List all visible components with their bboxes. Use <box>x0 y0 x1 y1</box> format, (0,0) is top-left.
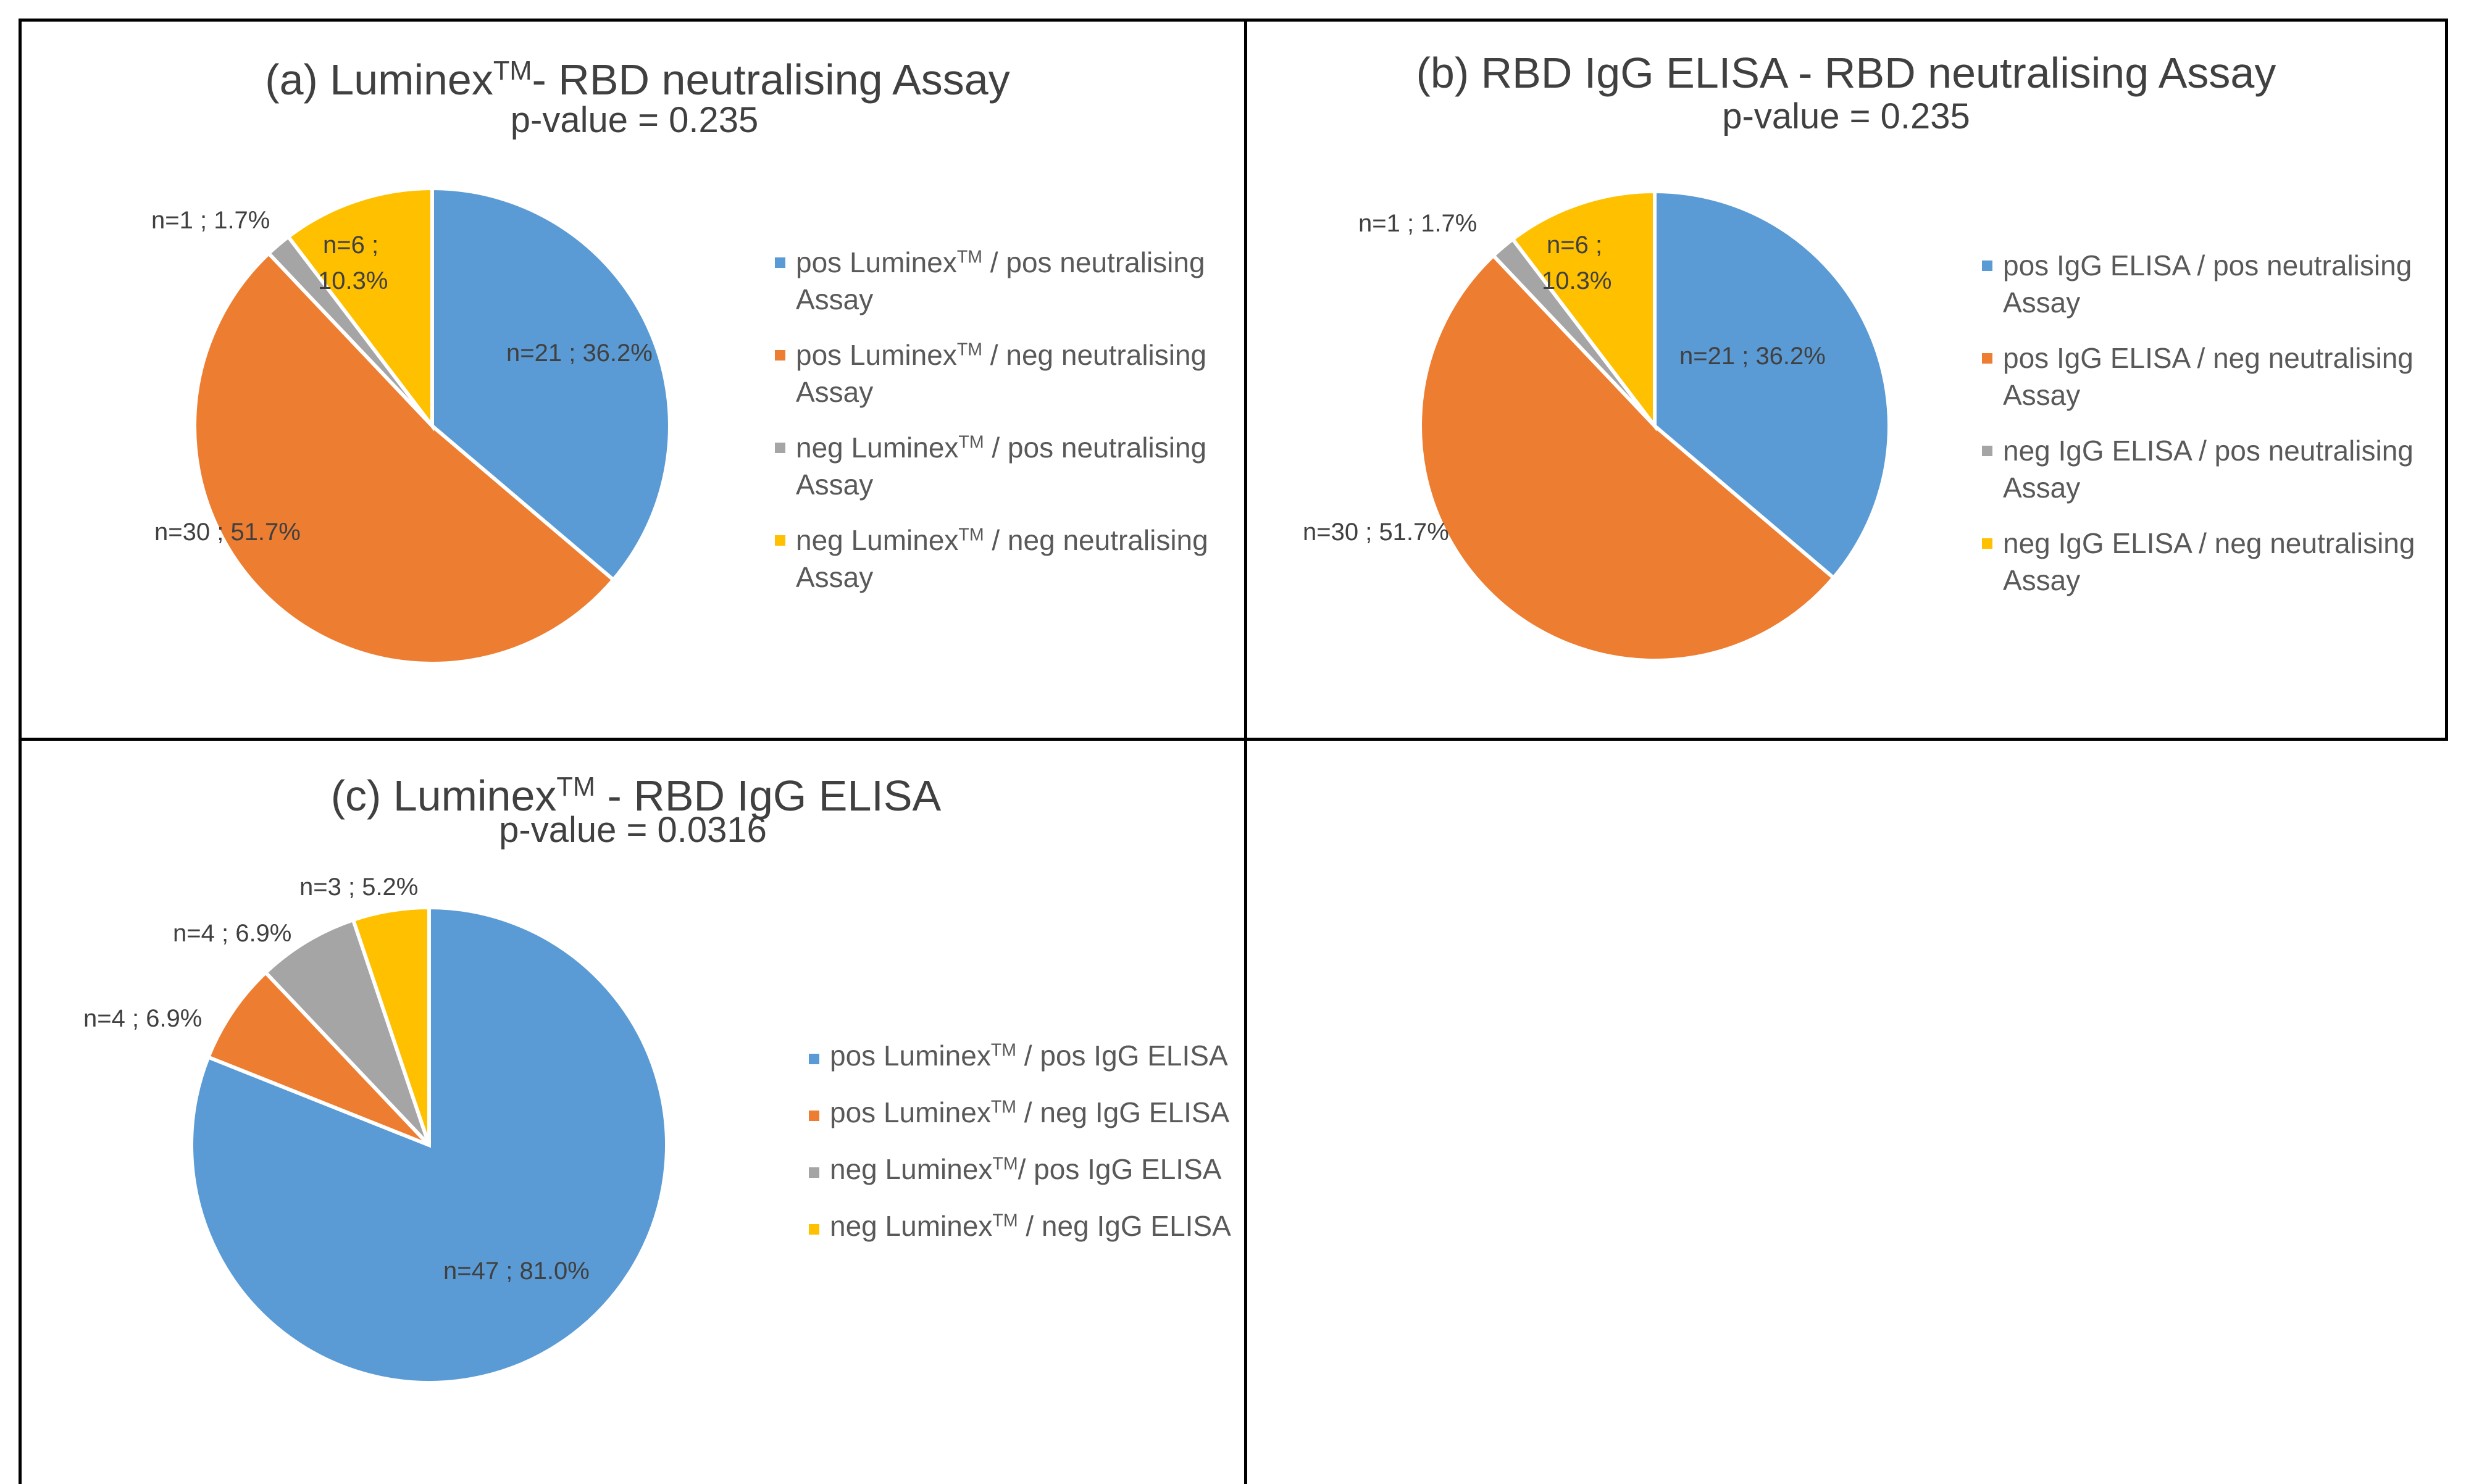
legend-label: neg LuminexTM / neg neutralising <box>796 524 1208 556</box>
legend-item-a-2: pos LuminexTM / neg neutralising Assay <box>775 336 1256 411</box>
legend-label-line2: Assay <box>2003 379 2081 411</box>
legend-label-line2: Assay <box>2003 564 2081 596</box>
legend-label: neg LuminexTM/ pos IgG ELISA <box>830 1153 1222 1185</box>
legend-item-a-1: pos LuminexTM / pos neutralising Assay <box>775 244 1256 318</box>
data-label-a-2: n=30 ; 51.7% <box>154 519 301 546</box>
pie-slice-c-2 <box>206 970 431 1147</box>
legend-item-c-1: pos LuminexTM / pos IgG ELISA <box>809 1040 1253 1071</box>
legend-label: pos LuminexTM / pos IgG ELISA <box>830 1040 1228 1072</box>
legend-swatch <box>775 257 785 268</box>
pie-slice-b-4 <box>1510 189 1657 431</box>
chart-subtitle-b: p-value = 0.235 <box>1722 96 1970 136</box>
legend-swatch <box>809 1224 819 1235</box>
legend-label: pos LuminexTM / neg IgG ELISA <box>830 1096 1230 1128</box>
pie-slice-c-3 <box>262 917 431 1147</box>
chart-title-c: (c) LuminexTM - RBD IgG ELISA <box>330 771 942 820</box>
legend-label-line2: Assay <box>796 283 874 315</box>
panel-divider <box>1244 738 1247 1484</box>
legend-swatch <box>1982 353 1992 364</box>
legend-swatch <box>809 1054 819 1064</box>
data-label-a-1: n=21 ; 36.2% <box>506 340 653 367</box>
legend-item-a-3: neg LuminexTM / pos neutralising Assay <box>775 429 1256 503</box>
legend-label: neg IgG ELISA / neg neutralising <box>2003 527 2415 559</box>
data-label-c-3: n=4 ; 6.9% <box>173 920 291 947</box>
pie-slice-a-2 <box>193 251 616 665</box>
legend-item-b-2: pos IgG ELISA / neg neutralising Assay <box>1982 340 2426 414</box>
legend-swatch <box>1982 538 1992 549</box>
chart-subtitle-a: p-value = 0.235 <box>510 100 759 140</box>
legend-item-b-3: neg IgG ELISA / pos neutralising Assay <box>1982 432 2426 506</box>
legend-item-b-1: pos IgG ELISA / pos neutralising Assay <box>1982 247 2426 321</box>
legend-item-c-2: pos LuminexTM / neg IgG ELISA <box>809 1097 1253 1128</box>
data-label-a-4: n=6 ; 10.3% <box>318 231 388 294</box>
legend-swatch <box>809 1167 819 1178</box>
legend-swatch <box>775 535 785 546</box>
data-label-c-1: n=47 ; 81.0% <box>443 1257 590 1285</box>
data-label-b-2: n=30 ; 51.7% <box>1303 519 1449 546</box>
pie-slice-b-1 <box>1653 189 1891 581</box>
pie-slice-a-1 <box>430 186 672 583</box>
legend-swatch <box>775 443 785 453</box>
data-label-b-4: n=6 ; 10.3% <box>1542 231 1611 294</box>
legend-label: neg IgG ELISA / pos neutralising <box>2003 435 2414 467</box>
data-label-b-1: n=21 ; 36.2% <box>1679 343 1826 370</box>
legend-label: pos LuminexTM / neg neutralising <box>796 339 1207 371</box>
legend-label: neg LuminexTM / pos neutralising <box>796 431 1207 464</box>
chart-panel-c: (c) LuminexTM - RBD IgG ELISA p-value = … <box>19 738 1247 1484</box>
legend-swatch <box>1982 446 1992 456</box>
pie-chart-a: n=21 ; 36.2% n=30 ; 51.7% n=1 ; 1.7% n=6 ; 1… <box>151 186 672 665</box>
legend-label-line2: Assay <box>2003 286 2081 319</box>
legend-label: pos IgG ELISA / neg neutralising <box>2003 342 2414 374</box>
legend-item-a-4: neg LuminexTM / neg neutralising Assay <box>775 522 1256 596</box>
data-label-c-4: n=3 ; 5.2% <box>299 873 418 901</box>
data-label-a-3: n=1 ; 1.7% <box>151 207 270 234</box>
chart-title-b: (b) RBD IgG ELISA - RBD neutralising Ass… <box>1416 49 2276 97</box>
chart-panel-a: (a) LuminexTM- RBD neutralising Assay p-… <box>19 19 1247 741</box>
pie-slice-a-4 <box>285 186 434 431</box>
legend-item-c-3: neg LuminexTM/ pos IgG ELISA <box>809 1154 1253 1185</box>
legend-swatch <box>1982 261 1992 271</box>
legend-label-line2: Assay <box>796 469 874 501</box>
legend-item-c-4: neg LuminexTM / neg IgG ELISA <box>809 1211 1253 1241</box>
legend-swatch <box>775 350 785 361</box>
legend-label: pos LuminexTM / pos neutralising <box>796 246 1205 278</box>
legend-label-line2: Assay <box>796 561 874 593</box>
pie-chart-c: n=47 ; 81.0% n=4 ; 6.9% n=4 ; 6.9% n=3 ; 5.… <box>83 873 669 1385</box>
legend-swatch <box>809 1111 819 1121</box>
pie-slice-c-4 <box>351 905 431 1146</box>
legend-c: pos LuminexTM / pos IgG ELISA pos Luminex… <box>809 1040 1253 1267</box>
legend-label-line2: Assay <box>796 376 874 408</box>
pie-slice-b-2 <box>1418 252 1836 662</box>
legend-item-b-4: neg IgG ELISA / neg neutralising Assay <box>1982 525 2426 599</box>
chart-title-a: (a) LuminexTM- RBD neutralising Assay <box>265 55 1010 104</box>
chart-panel-b: (b) RBD IgG ELISA - RBD neutralising Ass… <box>1244 19 2448 741</box>
legend-label: neg LuminexTM / neg IgG ELISA <box>830 1210 1231 1242</box>
chart-subtitle-c: p-value = 0.0316 <box>499 810 767 850</box>
data-label-c-2: n=4 ; 6.9% <box>83 1005 202 1032</box>
legend-b: pos IgG ELISA / pos neutralising Assay pos… <box>1982 247 2426 617</box>
legend-label: pos IgG ELISA / pos neutralising <box>2003 249 2412 281</box>
data-label-b-3: n=1 ; 1.7% <box>1358 210 1477 237</box>
pie-chart-b: n=21 ; 36.2% n=30 ; 51.7% n=1 ; 1.7% n=6 ; 1… <box>1303 189 1891 662</box>
legend-label-line2: Assay <box>2003 472 2081 504</box>
legend-a: pos LuminexTM / pos neutralising Assay pos… <box>775 244 1256 614</box>
